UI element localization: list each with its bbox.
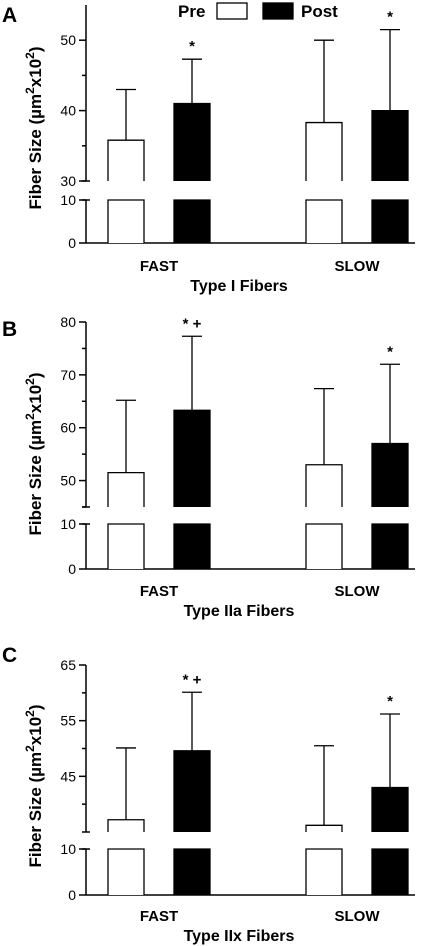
bar-post-fast-upper [173,409,211,507]
y-tick-label: 80 [60,314,76,330]
significance-mark: * + [183,315,202,332]
bar-post-slow-upper [371,442,409,507]
bar-pre-fast-lower [107,523,145,569]
bar-pre-slow-lower [305,199,343,243]
bar-pre-slow-upper [305,824,343,832]
bar-pre-fast-upper [107,139,145,181]
legend-pre-swatch [216,2,248,20]
legend-post-swatch [262,2,294,20]
bar-post-fast-lower [173,199,211,243]
y-tick-label: 50 [60,32,76,48]
panel-a: A 30 40 50 0 10 * * FAST SLOW Type I Fibers Fiber S… [2,4,415,295]
bar-pre-fast-lower [107,199,145,243]
bar-post-slow-upper [371,786,409,832]
category-label: FAST [140,908,178,925]
bar-post-fast-upper [173,102,211,181]
y-tick-label: 10 [60,516,76,532]
category-label: SLOW [335,908,381,925]
x-axis-title: Type I Fibers [190,278,288,295]
bar-pre-slow-lower [305,523,343,569]
legend-post-label: Post [301,2,338,21]
y-axis-title: Fiber Size (µm2x102) [23,704,45,867]
bar-pre-slow-upper [305,464,343,507]
bar-post-fast-upper [173,750,211,832]
legend-pre-label: Pre [178,2,205,21]
bar-post-slow-upper [371,109,409,181]
x-axis-title: Type IIa Fibers [184,603,295,620]
y-tick-label: 55 [60,713,76,729]
y-tick-label: 65 [60,657,76,673]
category-label: FAST [140,258,178,275]
y-tick-label: 0 [68,235,76,251]
significance-mark: * [189,38,195,55]
x-axis-title: Type IIx Fibers [184,928,295,945]
y-tick-label: 70 [60,367,76,383]
y-tick-label: 50 [60,473,76,489]
y-tick-label: 40 [60,103,76,119]
bar-pre-fast-upper [107,819,145,832]
significance-mark: * [387,343,393,360]
y-tick-label: 0 [68,561,76,577]
y-tick-label: 0 [68,887,76,903]
panel-letter: C [2,644,17,667]
bar-post-slow-lower [371,848,409,895]
y-tick-label: 10 [60,192,76,208]
y-tick-label: 10 [60,841,76,857]
panel-b: B 50 60 70 80 0 10 * + * FAST SLOW Type IIa Fibers F… [2,314,415,620]
panel-letter: B [2,318,17,341]
bar-pre-fast-lower [107,848,145,895]
bar-post-fast-lower [173,523,211,569]
y-tick-label: 45 [60,768,76,784]
panel-c: C 45 55 65 0 10 * + * FAST SLOW Type IIx Fibers Fib… [2,644,415,945]
panel-letter: A [2,4,17,27]
y-tick-label: 30 [60,173,76,189]
y-axis-title: Fiber Size (µm2x102) [23,46,45,209]
significance-mark: * [387,693,393,710]
category-label: FAST [140,583,178,600]
bar-pre-slow-upper [305,121,343,181]
bar-pre-slow-lower [305,848,343,895]
bar-post-slow-lower [371,199,409,243]
legend: Pre Post [178,2,338,21]
bar-post-slow-lower [371,523,409,569]
significance-mark: * [387,9,393,26]
bar-post-fast-lower [173,848,211,895]
category-label: SLOW [335,258,381,275]
y-tick-label: 60 [60,420,76,436]
y-axis-title: Fiber Size (µm2x102) [23,372,45,535]
bar-pre-fast-upper [107,471,145,507]
significance-mark: * + [183,671,202,688]
category-label: SLOW [335,583,381,600]
